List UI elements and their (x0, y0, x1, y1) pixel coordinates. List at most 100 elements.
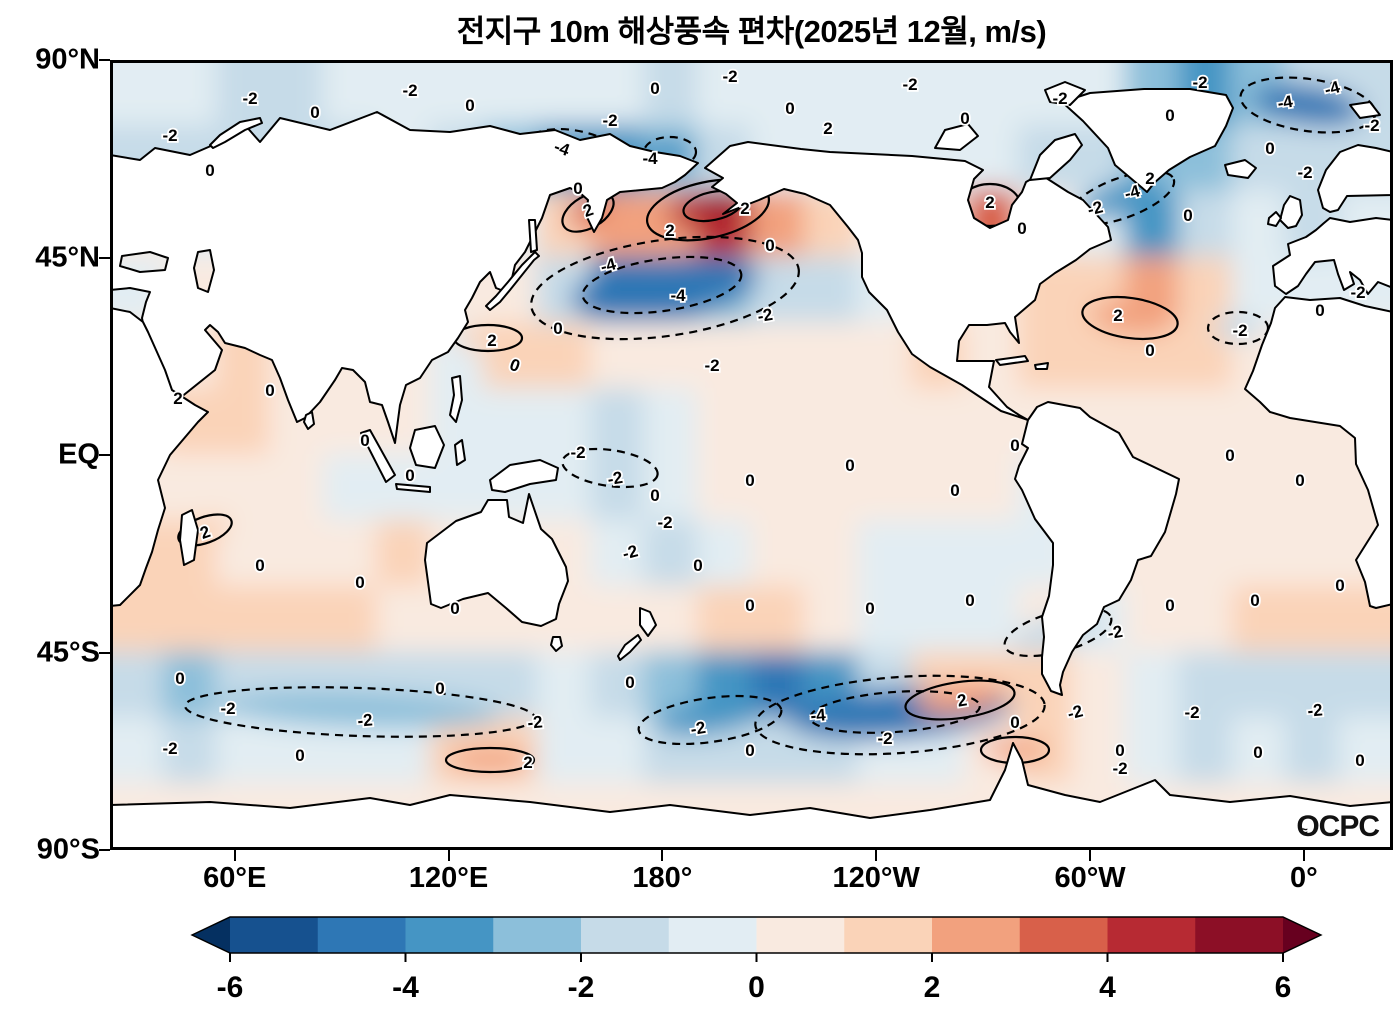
landmass-japan (485, 251, 540, 311)
contour-label: 0 (360, 431, 369, 450)
colorbar-tick-label: 4 (1099, 971, 1116, 1004)
contour-label: 0 (405, 466, 414, 485)
x-tick-label: 0° (1290, 862, 1318, 894)
landmass-australia (424, 493, 569, 627)
contour-label: 0 (1165, 106, 1174, 125)
contour-label: -2 (402, 81, 417, 100)
contour-label: 0 (1315, 301, 1324, 320)
x-tick-mark (661, 850, 664, 861)
colorbar-tick-label: 0 (748, 971, 765, 1004)
colorbar-segment (405, 917, 494, 953)
landmass-south-america (1014, 401, 1180, 696)
colorbar-segment (1107, 917, 1196, 953)
contour-label: -2 (1184, 703, 1199, 722)
contour-label: 0 (1335, 576, 1344, 595)
contour-label: 0 (1017, 219, 1026, 238)
x-tick-label: 120°E (408, 862, 489, 894)
y-tick-mark (99, 849, 110, 851)
ocpc-wave-icon: ≈ (1300, 823, 1308, 838)
landmass-victoria-island (934, 123, 979, 151)
contour-label: 0 (765, 236, 774, 255)
contour-label: 0 (310, 103, 319, 122)
contour-label: -2 (756, 305, 774, 326)
contour-label: -2 (689, 718, 707, 739)
landmass-scandinavia (1317, 144, 1393, 213)
x-tick-label: 180° (632, 862, 693, 894)
contour-label: -2 (606, 468, 624, 489)
landmass-sri-lanka (303, 411, 315, 430)
contour-label: 0 (650, 79, 659, 98)
contour-label: -2 (1232, 321, 1247, 340)
contour-label: 2 (487, 331, 496, 350)
contour-label: 0 (175, 669, 184, 688)
contour-labels: -20-20-4-20-202-20-20-4-4-2-2-20-402220-… (161, 65, 1382, 780)
contour-label: -2 (620, 541, 640, 563)
colorbar-tick-label: 2 (924, 971, 941, 1004)
x-tick-label: 60°W (1054, 862, 1126, 894)
contour-label: 0 (745, 471, 754, 490)
contour-label: -2 (1085, 197, 1105, 219)
y-tick-mark (99, 59, 110, 61)
contour-label: -2 (357, 710, 374, 730)
colorbar-scale: -6 -4 -2 0 2 4 6 (190, 916, 1323, 1004)
x-tick-label: 60°E (203, 862, 267, 894)
plot-border (110, 60, 1393, 850)
x-tick-mark (233, 850, 236, 861)
contour-label: 0 (1165, 596, 1174, 615)
landmass-antarctica (110, 742, 1393, 850)
contour-label: 0 (265, 381, 274, 400)
colorbar-tick-label: -6 (217, 971, 244, 1004)
colorbar-segment (932, 917, 1021, 953)
chart-title: 전지구 10m 해상풍속 편차(2025년 12월, m/s) (456, 14, 1047, 49)
contour-label: -2 (602, 111, 617, 130)
contour-label: 2 (1113, 306, 1122, 325)
landmass-north-america (704, 141, 1112, 421)
colorbar-segment (668, 917, 758, 953)
contour-label: 2 (740, 199, 749, 218)
landmass-nz-north (639, 607, 657, 637)
contour-label: 0 (1265, 139, 1274, 158)
landmass-java (395, 483, 431, 493)
contour-label: 0 (553, 319, 562, 338)
landmass-ellesmere (1044, 81, 1086, 106)
contour-label: -2 (657, 513, 672, 532)
landmass-philippines (449, 375, 463, 423)
colorbar-segment (844, 917, 933, 953)
landmass-baffin (1029, 133, 1083, 181)
colorbar-segment (230, 917, 319, 953)
contour-label: -2 (162, 739, 177, 758)
contour-label: 2 (823, 119, 832, 138)
contour-label: -2 (1112, 759, 1127, 778)
landmass-iceland (1224, 159, 1257, 179)
contour-label: 0 (450, 599, 459, 618)
contour-label: -2 (1350, 283, 1365, 302)
contour-label: 0 (1225, 446, 1234, 465)
landmass-hispaniola (1034, 362, 1049, 370)
contour-label: 0 (355, 573, 364, 592)
x-tick-label: 120°W (832, 862, 920, 894)
x-tick-mark (1302, 850, 1305, 861)
contour-label: -2 (1297, 163, 1312, 182)
contour-label: -2 (162, 126, 177, 145)
contour-label: -2 (1106, 622, 1124, 643)
landmass-svalbard (1349, 101, 1381, 119)
contour-label: 0 (573, 179, 582, 198)
contour-label: 0 (960, 109, 969, 128)
y-tick-label: 45°N (35, 241, 100, 273)
contour-label: 0 (1250, 591, 1259, 610)
contour-label: -2 (902, 75, 917, 94)
colorbar-tick-label: 6 (1275, 971, 1292, 1004)
contour-label: -2 (527, 712, 544, 732)
x-tick-mark (447, 850, 450, 861)
contour-label: -2 (877, 729, 892, 748)
contour-label: 0 (435, 679, 444, 698)
contour-label: 0 (745, 741, 754, 760)
landmass-ireland (1267, 211, 1282, 227)
colorbar-segment (1195, 917, 1284, 953)
y-tick-mark (99, 256, 110, 259)
x-tick-mark (1089, 850, 1092, 861)
contour-label: -2 (1192, 73, 1207, 92)
colorbar-tick-label: -4 (392, 971, 419, 1004)
contour-label: 0 (650, 486, 659, 505)
